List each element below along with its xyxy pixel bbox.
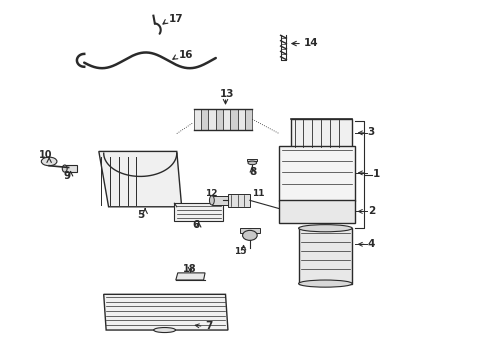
Polygon shape [212,196,229,205]
Text: 7: 7 [205,321,213,331]
Polygon shape [194,109,201,130]
Text: 4: 4 [368,239,375,249]
Text: 2: 2 [368,206,375,216]
Polygon shape [279,146,355,202]
Polygon shape [245,109,252,130]
Ellipse shape [154,328,175,333]
Polygon shape [291,119,352,148]
Polygon shape [298,228,352,284]
Ellipse shape [41,157,57,166]
Polygon shape [247,158,257,161]
Text: 11: 11 [252,189,264,198]
Text: 10: 10 [39,150,53,160]
Polygon shape [279,200,355,223]
Text: 13: 13 [220,89,234,99]
Ellipse shape [298,280,352,287]
Text: 3: 3 [368,127,375,138]
Polygon shape [208,109,216,130]
Text: 17: 17 [169,14,184,23]
Text: 14: 14 [304,38,318,48]
Ellipse shape [62,165,67,172]
Text: 12: 12 [205,189,218,198]
Ellipse shape [298,225,352,232]
Ellipse shape [248,161,257,165]
Polygon shape [176,273,205,280]
Polygon shape [201,109,208,130]
Polygon shape [230,109,238,130]
Polygon shape [223,109,230,130]
Polygon shape [228,194,250,207]
Text: 16: 16 [179,50,193,60]
Polygon shape [65,165,77,172]
Text: 1: 1 [373,169,380,179]
Text: 9: 9 [64,171,71,181]
Ellipse shape [209,196,214,205]
Text: 18: 18 [183,264,197,274]
Ellipse shape [243,230,257,240]
Polygon shape [99,152,182,207]
Polygon shape [174,203,223,221]
Polygon shape [104,294,228,330]
Polygon shape [216,109,223,130]
Text: 6: 6 [193,220,200,230]
Text: 8: 8 [249,167,256,177]
Polygon shape [240,228,260,233]
Polygon shape [238,109,245,130]
Text: 15: 15 [234,247,247,256]
Text: 5: 5 [137,210,144,220]
